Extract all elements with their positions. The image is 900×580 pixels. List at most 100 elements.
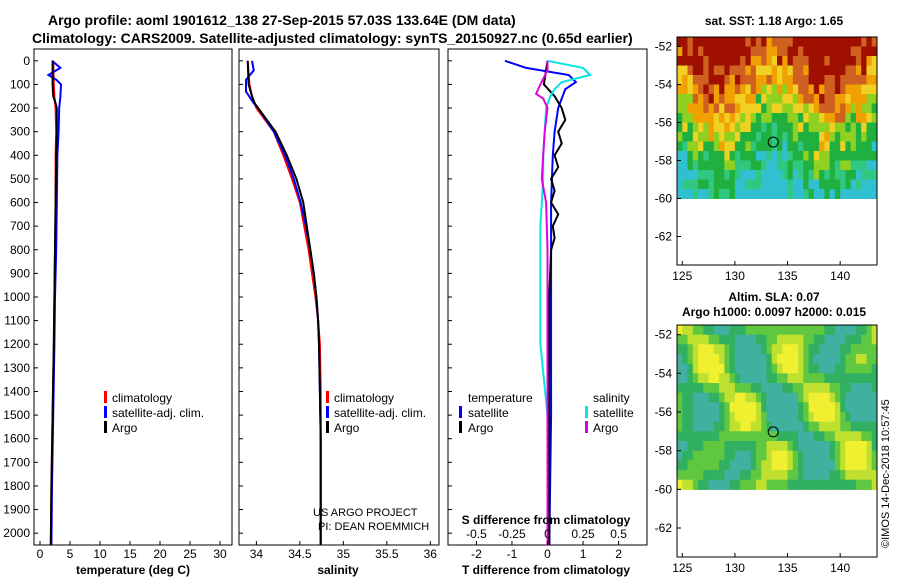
map-cell [834, 450, 841, 461]
map-cell [834, 431, 841, 442]
difference-lines [504, 59, 593, 546]
map-cell [719, 103, 725, 114]
map-cell [782, 421, 789, 432]
map-cell [740, 402, 746, 413]
map-cell [782, 189, 789, 199]
map-cell [766, 402, 773, 413]
map-cell [866, 354, 873, 365]
map-cell [745, 160, 752, 171]
legend-t-argo: Argo [468, 421, 494, 435]
map-cell [845, 325, 852, 336]
map-cell [782, 75, 789, 85]
map-cell [750, 113, 757, 123]
map-cell [819, 383, 825, 394]
map-cell [682, 470, 689, 481]
map-cell [729, 431, 736, 442]
sla-argo-marker [767, 426, 779, 438]
map-cell [708, 46, 715, 57]
legend-salinity-title: salinity [593, 391, 630, 405]
map-cell [787, 113, 794, 123]
map-cell [766, 113, 773, 123]
map-cell [861, 325, 867, 336]
map-cell [813, 354, 820, 365]
map-cell [834, 141, 841, 152]
lat-tick-label: -56 [655, 116, 673, 130]
map-cell [782, 160, 789, 171]
map-cell [866, 46, 873, 57]
map-cell [871, 325, 878, 336]
map-cell [761, 450, 767, 461]
map-cell [698, 113, 704, 123]
map-cell [787, 132, 794, 142]
map-cell [829, 141, 836, 152]
map-cell [798, 84, 804, 95]
map-cell [855, 412, 862, 423]
map-cell [682, 56, 689, 66]
map-cell [850, 383, 857, 394]
map-cell [734, 325, 741, 336]
map-cell [829, 421, 836, 432]
map-cell [850, 431, 857, 442]
map-cell [713, 179, 720, 190]
map-cell [824, 84, 831, 95]
map-cell [819, 460, 825, 471]
map-cell [734, 334, 741, 345]
map-cell [855, 450, 862, 461]
depth-tick-label: 1300 [3, 361, 30, 375]
map-cell [861, 334, 867, 345]
map-cell [761, 132, 767, 142]
map-cell [861, 65, 867, 76]
depth-tick-label: 1400 [3, 384, 30, 398]
map-cell [766, 450, 773, 461]
map-cell [829, 392, 836, 403]
map-cell [771, 46, 778, 57]
map-cell [829, 132, 836, 142]
map-cell [855, 65, 862, 76]
map-cell [813, 479, 820, 490]
map-cell [703, 84, 710, 95]
map-cell [729, 103, 736, 114]
map-cell [871, 450, 878, 461]
map-cell [740, 460, 746, 471]
map-cell [771, 75, 778, 85]
map-cell [734, 141, 741, 152]
map-cell [755, 354, 762, 365]
map-cell [761, 65, 767, 76]
map-cell [713, 363, 720, 374]
map-cell [708, 431, 715, 442]
map-cell [761, 37, 767, 47]
map-cell [782, 402, 789, 413]
sst-map-ticks: 125 130 135 140 -52 -54 -56 -58 -60 -62 [655, 40, 851, 284]
map-cell [719, 141, 725, 152]
map-cell [850, 334, 857, 345]
map-cell [724, 132, 731, 142]
map-cell [829, 402, 836, 413]
map-cell [745, 113, 752, 123]
map-cell [834, 354, 841, 365]
map-cell [745, 325, 752, 336]
map-cell [692, 363, 699, 374]
map-cell [777, 460, 783, 471]
map-cell [819, 37, 825, 47]
salinity-legend: climatology satellite-adj. clim. Argo [326, 391, 426, 435]
map-cell [855, 325, 862, 336]
map-cell [771, 470, 778, 481]
map-cell [677, 479, 683, 490]
map-cell [692, 141, 699, 152]
map-cell [724, 412, 731, 423]
map-cell [813, 412, 820, 423]
map-cell [782, 103, 789, 114]
map-cell [761, 441, 767, 452]
map-cell [782, 122, 789, 133]
map-cell [834, 189, 841, 199]
map-cell [740, 412, 746, 423]
map-cell [703, 103, 710, 114]
map-cell [755, 46, 762, 57]
map-cell [792, 344, 799, 355]
map-cell [750, 441, 757, 452]
map-cell [703, 132, 710, 142]
map-cell [734, 94, 741, 104]
map-cell [845, 470, 852, 481]
map-cell [829, 65, 836, 76]
